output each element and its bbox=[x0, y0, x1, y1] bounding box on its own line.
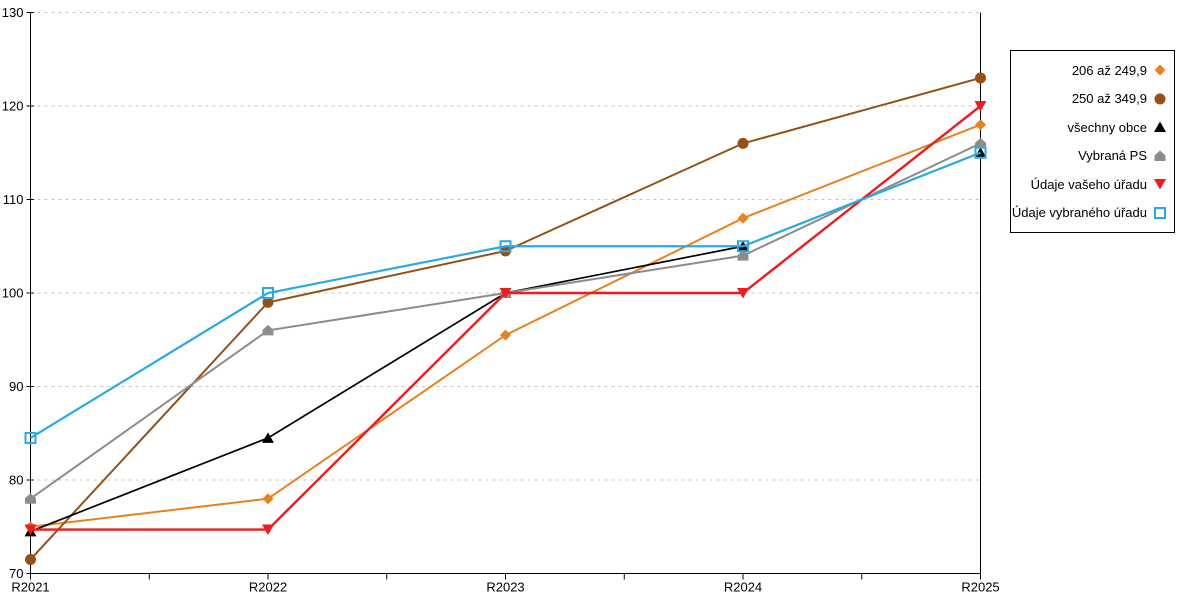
legend-label: Údaje vybraného úřadu bbox=[1011, 205, 1147, 221]
x-tick-label: R2023 bbox=[486, 580, 524, 595]
marker-circle-icon bbox=[975, 72, 986, 84]
triangle-up-icon bbox=[1152, 119, 1168, 135]
x-tick-label: R2021 bbox=[11, 580, 49, 595]
diamond-icon bbox=[1152, 62, 1168, 78]
legend-item: Údaje vybraného úřadu bbox=[1011, 205, 1168, 221]
series-206-az-249-9 bbox=[25, 119, 986, 533]
y-tick-label: 80 bbox=[9, 473, 23, 488]
marker-triangle-up-icon bbox=[262, 432, 274, 443]
marker-circle-icon bbox=[737, 137, 749, 149]
marker-diamond-icon bbox=[262, 493, 274, 505]
square-icon bbox=[1152, 205, 1168, 221]
marker-diamond-icon bbox=[737, 212, 749, 224]
marker-circle-icon bbox=[262, 296, 274, 308]
series-vsechny-obce bbox=[24, 147, 987, 537]
marker-square-open-icon bbox=[24, 431, 37, 444]
marker-triangle-down-icon bbox=[974, 101, 987, 112]
series-vybrana-ps bbox=[25, 137, 986, 504]
marker-diamond-icon bbox=[500, 329, 511, 341]
series-line-206-az-249-9 bbox=[30, 123, 981, 528]
circle-icon bbox=[1152, 91, 1168, 107]
chart-area: 70 80 90 100 110 120 130 R2021 R2022 R2023 R2024 R2… bbox=[2, 5, 1000, 595]
legend-item: 250 až 349,9 bbox=[1015, 91, 1168, 107]
y-tick-label: 120 bbox=[2, 99, 24, 114]
marker-square-open-icon bbox=[262, 287, 274, 299]
marker-pentagon-icon bbox=[975, 137, 986, 149]
marker-triangle-down-icon bbox=[24, 524, 37, 536]
series-line-udaje-vybraneho-uradu bbox=[29, 151, 981, 439]
series-line-250-az-349-9 bbox=[29, 76, 981, 561]
marker-pentagon-icon bbox=[262, 324, 274, 336]
legend-label: 206 až 249,9 bbox=[1071, 62, 1147, 78]
marker-triangle-down-icon bbox=[737, 288, 749, 299]
x-tick-label: R2025 bbox=[961, 580, 999, 595]
triangle-down-icon bbox=[1152, 176, 1168, 192]
marker-circle-icon bbox=[25, 553, 36, 565]
legend-item: Vybraná PS bbox=[1015, 148, 1168, 164]
legend-item: všechny obce bbox=[1015, 119, 1168, 135]
marker-triangle-up-icon bbox=[974, 147, 987, 158]
pentagon-icon bbox=[1152, 148, 1168, 164]
y-tick-label: 100 bbox=[2, 286, 24, 301]
x-tick-label: R2022 bbox=[249, 580, 287, 595]
marker-triangle-down-icon bbox=[262, 524, 274, 536]
y-tick-label: 110 bbox=[3, 192, 24, 207]
legend: 206 až 249,9 250 až 349,9 všechny obce V… bbox=[1010, 50, 1175, 233]
legend-label: Údaje vašeho úřadu bbox=[1030, 176, 1147, 192]
marker-square-open-icon bbox=[499, 240, 512, 253]
legend-item: 206 až 249,9 bbox=[1015, 62, 1168, 78]
y-tick-label: 70 bbox=[9, 566, 23, 581]
series-250-az-349-9 bbox=[25, 72, 986, 565]
series-line-vybrana-ps bbox=[29, 142, 981, 500]
legend-item: Údaje vašeho úřadu bbox=[1015, 176, 1168, 192]
series-line-udaje-vaseho-uradu bbox=[30, 105, 982, 531]
x-tick-label: R2024 bbox=[724, 580, 762, 595]
marker-square-open-icon bbox=[974, 146, 987, 159]
legend-label: všechny obce bbox=[1067, 119, 1148, 135]
marker-diamond-icon bbox=[975, 119, 986, 131]
y-tick-label: 130 bbox=[2, 5, 24, 20]
marker-triangle-down-icon bbox=[499, 288, 512, 299]
legend-label: 250 až 349,9 bbox=[1071, 91, 1147, 107]
legend-label: Vybraná PS bbox=[1078, 148, 1147, 164]
chart-svg: 70 80 90 100 110 120 130 R2021 R2022 R2023 R2024 R2… bbox=[2, 5, 1000, 595]
marker-square-open-icon bbox=[737, 240, 749, 253]
marker-pentagon-icon bbox=[25, 493, 36, 504]
y-tick-label: 90 bbox=[9, 379, 23, 394]
marker-pentagon-icon bbox=[737, 250, 749, 261]
series-udaje-vaseho-uradu bbox=[24, 101, 987, 536]
series-udaje-vybraneho-uradu bbox=[24, 146, 987, 444]
